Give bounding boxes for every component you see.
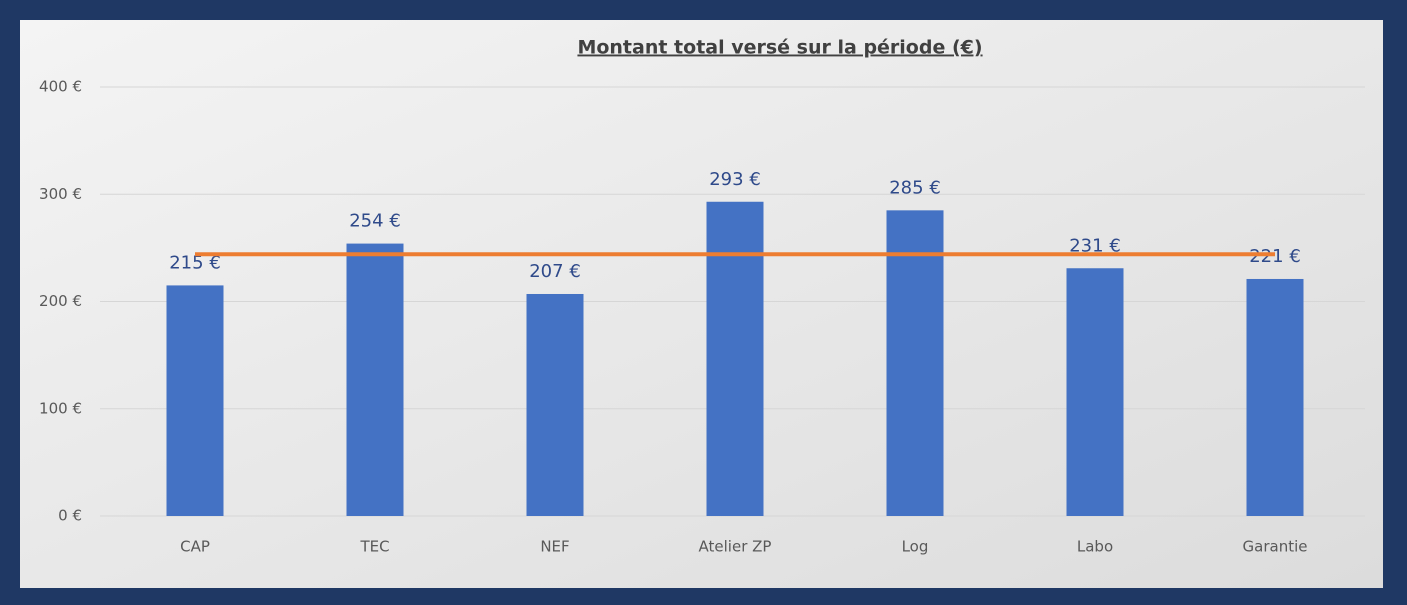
y-tick-label: 200 € [39, 292, 82, 310]
bar [886, 210, 944, 516]
chart-panel [20, 20, 1383, 588]
y-tick-label: 100 € [39, 399, 82, 417]
data-label: 254 € [349, 211, 401, 232]
y-tick-label: 300 € [39, 185, 82, 203]
y-tick-label: 400 € [39, 78, 82, 96]
x-tick-label: CAP [180, 538, 210, 556]
data-label: 207 € [529, 261, 581, 282]
data-label: 221 € [1249, 246, 1301, 267]
x-tick-label: NEF [540, 538, 569, 556]
x-tick-label: Atelier ZP [699, 538, 772, 556]
data-label: 285 € [889, 177, 941, 198]
data-label: 231 € [1069, 235, 1121, 256]
data-label: 215 € [169, 252, 221, 273]
x-tick-label: Log [902, 538, 929, 556]
bar [706, 201, 764, 516]
bar [166, 285, 224, 516]
x-tick-label: TEC [359, 538, 389, 556]
bar [1066, 268, 1124, 516]
bar [526, 293, 584, 516]
x-tick-label: Labo [1077, 538, 1113, 556]
y-tick-label: 0 € [58, 507, 82, 525]
bar [346, 243, 404, 516]
bar [1246, 278, 1304, 516]
x-tick-label: Garantie [1243, 538, 1308, 556]
data-label: 293 € [709, 169, 761, 190]
chart-title: Montant total versé sur la période (€) [577, 37, 982, 59]
